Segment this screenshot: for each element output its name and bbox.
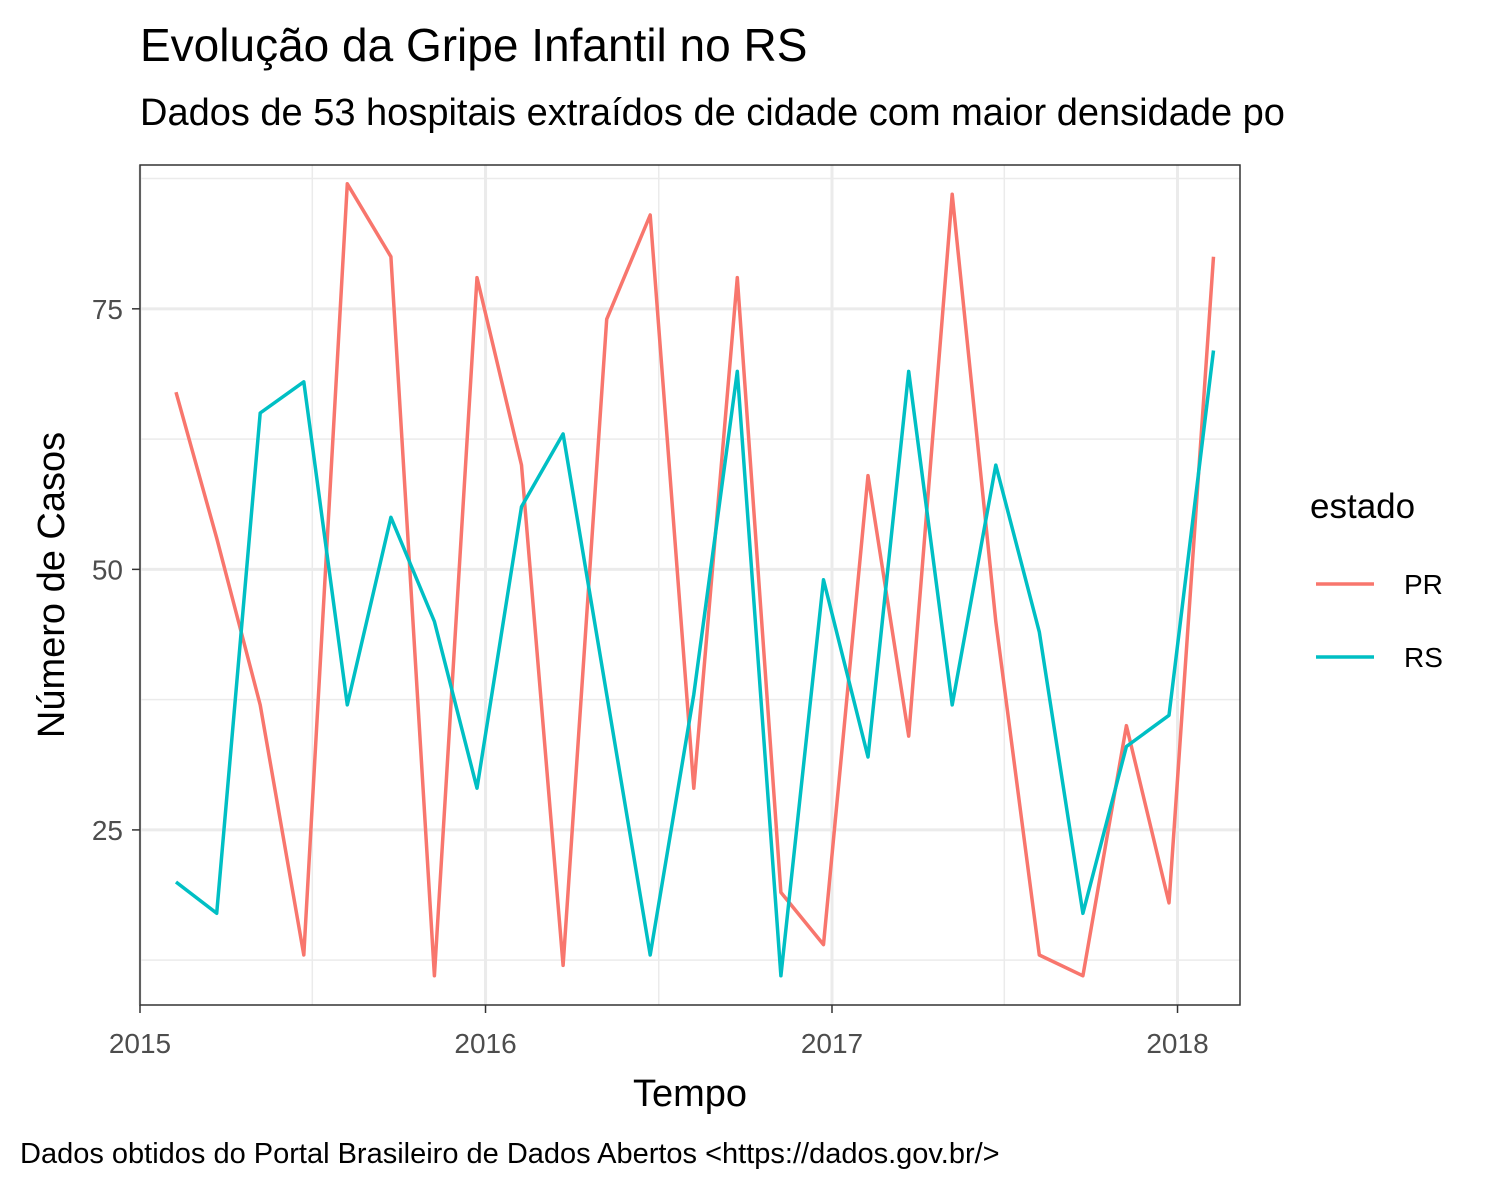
series-line-rs <box>174 350 1216 978</box>
chart-subtitle: Dados de 53 hospitais extraídos de cidad… <box>140 92 1285 134</box>
chart-caption: Dados obtidos do Portal Brasileiro de Da… <box>20 1138 1000 1170</box>
series-layer <box>174 182 1216 978</box>
x-tick-label: 2015 <box>109 1028 171 1059</box>
y-tick-label: 75 <box>92 294 123 325</box>
legend: estado PR RS <box>1310 487 1443 673</box>
y-axis: 25 50 75 <box>92 294 140 846</box>
series-line-pr <box>174 182 1216 978</box>
chart-title: Evolução da Gripe Infantil no RS <box>140 19 808 71</box>
plot-panel <box>140 165 1240 1005</box>
legend-label-rs: RS <box>1404 642 1443 673</box>
plot-border <box>139 164 1241 1006</box>
x-tick-label: 2016 <box>454 1028 516 1059</box>
legend-label-pr: PR <box>1404 569 1443 600</box>
x-axis: 2015 2016 2017 2018 <box>109 1005 1209 1059</box>
y-tick-label: 50 <box>92 554 123 585</box>
x-tick-label: 2017 <box>801 1028 863 1059</box>
legend-title: estado <box>1310 487 1415 526</box>
x-axis-title: Tempo <box>633 1073 747 1115</box>
y-tick-label: 25 <box>92 815 123 846</box>
y-axis-title: Número de Casos <box>31 432 73 738</box>
x-tick-label: 2018 <box>1146 1028 1208 1059</box>
